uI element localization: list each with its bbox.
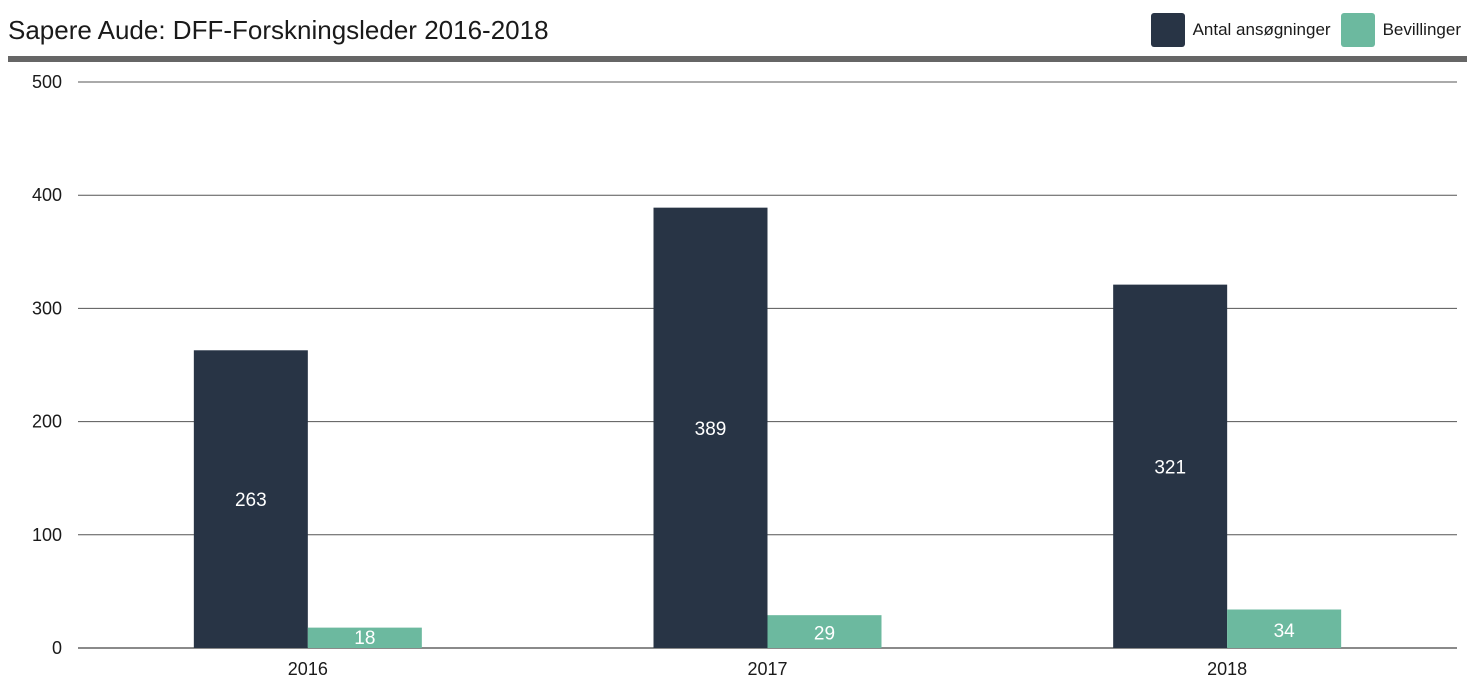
bar-antal-ansoegninger-2017[interactable] xyxy=(653,207,768,649)
legend-label-bevillinger: Bevillinger xyxy=(1382,20,1461,39)
legend-item-bevillinger[interactable]: Bevillinger xyxy=(1340,13,1461,47)
y-tick-label: 300 xyxy=(32,298,62,318)
bar-bevillinger-2018[interactable] xyxy=(1227,609,1342,648)
bar-bevillinger-2016[interactable] xyxy=(307,627,422,648)
bar-value-label: 263 xyxy=(235,490,267,511)
bar-bevillinger-2017[interactable] xyxy=(767,615,882,648)
bar-antal-ansoegninger-2016[interactable] xyxy=(193,350,308,648)
legend-swatch-antal-ansoegninger xyxy=(1150,13,1185,47)
y-tick-label: 400 xyxy=(32,185,62,205)
legend-swatch-bevillinger xyxy=(1340,13,1375,47)
bar-value-label: 389 xyxy=(695,419,727,440)
bar-value-label: 321 xyxy=(1154,457,1186,478)
legend-item-antal-ansoegninger[interactable]: Antal ansøgninger xyxy=(1150,13,1331,47)
y-tick-label: 100 xyxy=(32,525,62,545)
legend: Antal ansøgninger Bevillinger xyxy=(1141,13,1461,47)
bar-value-label: 29 xyxy=(814,624,835,645)
bar-value-label: 34 xyxy=(1274,621,1296,642)
bar-value-label: 18 xyxy=(354,628,375,649)
y-tick-label: 0 xyxy=(52,638,62,658)
bar-antal-ansoegninger-2018[interactable] xyxy=(1113,284,1228,648)
title-divider xyxy=(8,56,1467,62)
y-tick-label: 200 xyxy=(32,412,62,432)
x-tick-label: 2017 xyxy=(747,659,787,679)
x-tick-label: 2018 xyxy=(1207,659,1247,679)
y-tick-label: 500 xyxy=(32,72,62,92)
chart-title: Sapere Aude: DFF-Forskningsleder 2016-20… xyxy=(8,15,549,45)
x-tick-label: 2016 xyxy=(288,659,328,679)
legend-label-antal-ansoegninger: Antal ansøgninger xyxy=(1192,20,1331,39)
